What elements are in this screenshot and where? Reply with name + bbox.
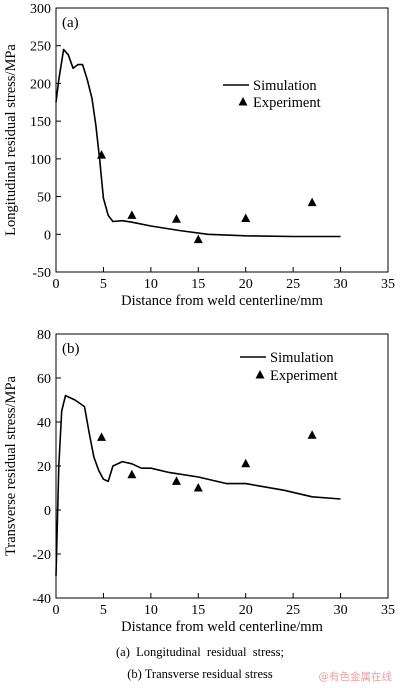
data-point-experiment [127,469,137,479]
data-point-experiment [97,432,107,441]
y-tick-label: 40 [37,416,51,431]
data-point-experiment [193,234,203,244]
x-tick-label: 35 [381,603,395,618]
y-tick-label: 300 [30,2,51,17]
x-tick-label: 10 [144,277,158,292]
y-tick-label: 250 [30,40,51,55]
y-axis-label: Longitudinal residual stress/MPa [3,44,19,236]
data-point-experiment [307,430,317,439]
data-point-experiment [97,150,107,159]
y-tick-label: 200 [30,77,51,92]
x-tick-label: 5 [100,603,107,618]
x-tick-label: 25 [286,603,300,618]
data-point-experiment [193,483,203,492]
y-tick-label: 0 [44,228,51,243]
x-tick-label: 30 [334,603,348,618]
y-tick-label: 50 [37,191,51,206]
x-tick-label: 5 [100,277,107,292]
legend-label-simulation: Simulation [253,78,317,94]
watermark: @有色金属在线 [318,671,393,683]
x-axis-label: Distance from weld centerline/mm [121,293,323,309]
plot-frame [55,7,389,273]
y-tick-label: 80 [37,328,51,343]
chart-panel-b: 0 5 10 15 20 25 30 35 -40 -20 0 20 40 60 80 Distance fr… [3,328,395,635]
plot-frame [55,333,389,599]
data-point-experiment [171,214,181,223]
x-tick-label: 25 [286,277,300,292]
x-tick-label: 35 [381,277,395,292]
x-tick-label: 20 [239,603,253,618]
panel-label: (b) [62,341,80,357]
y-axis-label: Transverse residual stress/MPa [3,375,19,555]
series-line-simulation [55,394,341,577]
data-point-experiment [127,210,137,219]
caption-line-1: (a) Longitudinal residual stress; [115,645,285,659]
y-tick-label: -20 [32,548,51,563]
y-tick-label: 0 [44,504,51,519]
chart-panel-a: 0 5 10 15 20 25 30 35-50050100150200250300Dista… [3,2,395,309]
x-tick-label: 15 [191,603,205,618]
legend-label-simulation: Simulation [270,350,334,366]
x-tick-label: 0 [53,603,60,618]
y-tick-label: 20 [37,460,51,475]
panel-label: (a) [62,15,79,31]
y-tick-label: -50 [32,266,51,281]
data-point-experiment [241,213,251,222]
series-line-simulation [55,48,341,238]
data-point-experiment [307,197,317,207]
legend-marker-experiment [238,97,248,106]
x-tick-label: 20 [239,277,253,292]
legend-label-experiment: Experiment [253,95,321,111]
data-point-experiment [171,476,181,485]
data-point-experiment [241,458,251,468]
y-tick-label: -40 [32,592,51,607]
x-tick-label: 30 [334,277,348,292]
y-tick-label: 150 [30,115,51,130]
caption-line-2: (b) Transverse residual stress [127,667,273,681]
x-tick-label: 10 [144,603,158,618]
legend-label-experiment: Experiment [270,368,338,384]
x-tick-label: 0 [53,277,60,292]
y-tick-label: 100 [30,153,51,168]
y-tick-label: 60 [37,372,51,387]
x-tick-label: 15 [191,277,205,292]
legend-marker-experiment [255,370,265,379]
x-axis-label: Distance from weld centerline/mm [121,619,323,635]
